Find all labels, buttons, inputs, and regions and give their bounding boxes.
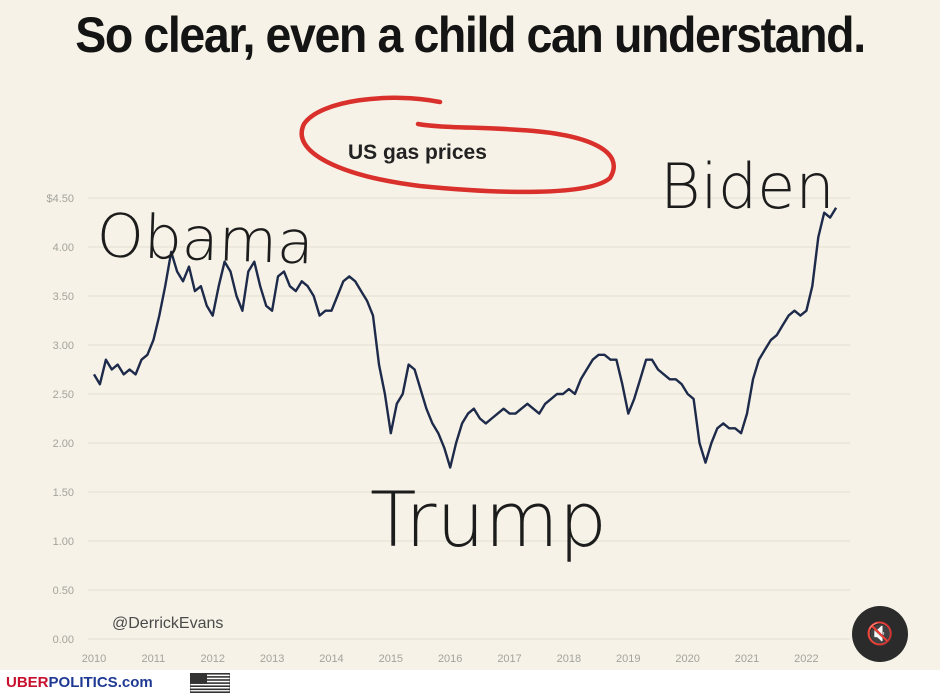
y-tick-label: 0.00 — [53, 634, 74, 646]
headline: So clear, even a child can understand. — [75, 7, 866, 63]
x-tick-label: 2011 — [142, 653, 166, 665]
site-footer: UBERPOLITICS.com — [0, 670, 940, 696]
chart-title: US gas prices — [348, 141, 487, 164]
y-tick-label: 2.00 — [53, 438, 74, 450]
x-tick-label: 2018 — [557, 653, 581, 665]
y-tick-label: 3.50 — [53, 291, 74, 303]
gas-price-chart: 0.00 0.50 1.00 1.50 2.00 2.50 3.00 3.50 4.00 $4.5… — [46, 95, 850, 665]
x-tick-label: 2022 — [794, 653, 818, 665]
y-axis-ticks: 0.00 0.50 1.00 1.50 2.00 2.50 3.00 3.50 4.00 $4.5… — [46, 193, 74, 646]
annotation-trump: Trump — [370, 475, 607, 564]
gas-price-line — [92, 207, 838, 469]
x-tick-label: 2017 — [497, 653, 521, 665]
y-tick-label: 0.50 — [53, 585, 74, 597]
x-tick-label: 2016 — [438, 653, 462, 665]
x-tick-label: 2012 — [200, 653, 224, 665]
x-axis-ticks: 2010 2011 2012 2013 2014 2015 2016 2017 2018 2019… — [82, 653, 819, 665]
speaker-muted-icon: 🔇 — [866, 621, 894, 646]
x-tick-label: 2020 — [675, 653, 699, 665]
y-tick-label: 1.00 — [53, 536, 74, 548]
mute-button[interactable]: 🔇 — [852, 606, 908, 662]
site-logo-part2: POLITICS — [48, 674, 118, 691]
annotation-obama: Obama — [95, 201, 315, 279]
author-handle: @DerrickEvans — [112, 615, 224, 632]
annotation-biden: Biden — [660, 150, 835, 223]
y-tick-label: 2.50 — [53, 389, 74, 401]
y-tick-label: 4.00 — [53, 242, 74, 254]
chart-grid — [88, 197, 850, 640]
site-logo[interactable]: UBERPOLITICS.com — [6, 674, 153, 691]
site-logo-part3: .com — [117, 674, 153, 691]
us-flag-icon — [190, 673, 230, 693]
y-tick-label: 1.50 — [53, 487, 74, 499]
y-tick-label: $4.50 — [46, 193, 74, 205]
red-circle-annotation — [299, 95, 616, 195]
x-tick-label: 2010 — [82, 653, 106, 665]
x-tick-label: 2013 — [260, 653, 284, 665]
x-tick-label: 2015 — [379, 653, 403, 665]
y-tick-label: 3.00 — [53, 340, 74, 352]
x-tick-label: 2021 — [735, 653, 759, 665]
site-logo-part1: UBER — [6, 674, 49, 691]
x-tick-label: 2014 — [319, 653, 343, 665]
x-tick-label: 2019 — [616, 653, 640, 665]
